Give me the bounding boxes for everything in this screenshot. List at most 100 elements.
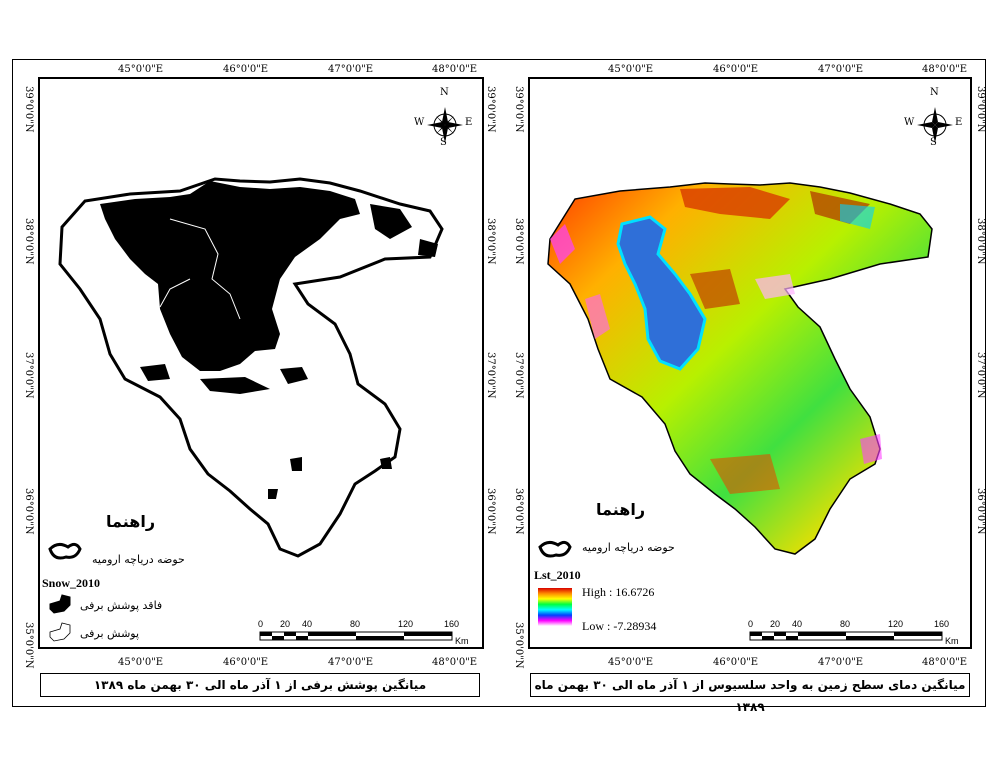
lon-label: 45°0'0"E [608, 657, 654, 668]
scale-tick: 20 [770, 619, 781, 629]
river-line [169, 218, 241, 320]
lst-cold-patch [585, 294, 610, 339]
lat-label: 38°0'0"N [975, 218, 986, 265]
lon-label: 46°0'0"E [713, 657, 759, 668]
river-line [159, 278, 191, 308]
lat-label: 37°0'0"N [975, 352, 986, 399]
lst-basin-area [547, 182, 933, 555]
lat-label: 36°0'0"N [513, 488, 524, 535]
snow-patch [418, 239, 438, 257]
scale-unit: Km [455, 636, 469, 646]
scale-tick: 0 [748, 619, 754, 629]
lst-cold-patch [550, 224, 575, 264]
lon-label: 47°0'0"E [818, 657, 864, 668]
lat-label: 39°0'0"N [23, 86, 34, 133]
lon-label: 46°0'0"E [223, 64, 269, 75]
snow-patch [280, 367, 308, 384]
basin-legend-symbol [538, 540, 572, 558]
scale-tick: 40 [792, 619, 803, 629]
basin-legend-label: حوضه درياچه اروميه [582, 541, 675, 554]
lon-label: 48°0'0"E [432, 657, 478, 668]
snow-cover-area [100, 181, 360, 371]
scale-tick: 40 [302, 619, 313, 629]
scale-tick: 120 [888, 619, 904, 629]
left-map-svg [48, 107, 463, 642]
figure-frame [12, 59, 986, 707]
lon-label: 47°0'0"E [328, 64, 374, 75]
scale-unit: Km [945, 636, 959, 646]
scale-tick: 160 [934, 619, 950, 629]
lat-label: 39°0'0"N [513, 86, 524, 133]
lat-label: 39°0'0"N [975, 86, 986, 133]
snow-patch [200, 377, 270, 394]
scale-tick: 80 [350, 619, 361, 629]
lst-low-label: Low : -7.28934 [582, 619, 657, 633]
lon-label: 46°0'0"E [713, 64, 759, 75]
lat-label: 35°0'0"N [23, 622, 34, 669]
lat-label: 38°0'0"N [23, 218, 34, 265]
south-label: S [930, 137, 937, 148]
lat-label: 36°0'0"N [485, 488, 496, 535]
lat-label: 37°0'0"N [23, 352, 34, 399]
no-snow-label: فاقد پوشش برفى [80, 599, 163, 612]
lon-label: 47°0'0"E [328, 657, 374, 668]
right-caption: ميانگين دماى سطح زمين به واحد سلسيوس از … [530, 673, 970, 714]
lat-label: 36°0'0"N [975, 488, 986, 535]
left-map-frame: راهنما حوضه درياچه اروميه Snow_2010 فاقد… [38, 77, 484, 649]
lake-urmia [616, 215, 707, 371]
east-label: E [955, 117, 963, 128]
scale-tick: 80 [840, 619, 851, 629]
lst-cold-patch [860, 434, 882, 464]
north-arrow [427, 107, 463, 143]
north-label: N [440, 87, 449, 98]
snow-patch [268, 489, 278, 499]
north-arrow [917, 107, 953, 143]
lst-hot-patch [690, 269, 740, 309]
lat-label: 36°0'0"N [23, 488, 34, 535]
snow-patch [290, 457, 302, 471]
snow-patch [380, 457, 392, 469]
north-label: N [930, 87, 939, 98]
lon-label: 48°0'0"E [432, 64, 478, 75]
legend-title: راهنما [106, 512, 156, 531]
lst-cold-patch [840, 204, 875, 229]
snow-legend-symbol [49, 622, 71, 642]
lat-label: 35°0'0"N [513, 622, 524, 669]
scale-tick: 120 [398, 619, 414, 629]
basin-legend-label: حوضه درياچه اروميه [92, 553, 185, 566]
lat-label: 39°0'0"N [485, 86, 496, 133]
lat-label: 37°0'0"N [513, 352, 524, 399]
layer-name: Snow_2010 [42, 576, 101, 590]
no-snow-legend-symbol [49, 594, 71, 614]
lst-hot-patch [680, 187, 790, 219]
south-label: S [440, 137, 447, 148]
scale-tick: 20 [280, 619, 291, 629]
snow-label: پوشش برفى [80, 627, 140, 640]
scale-tick: 0 [258, 619, 264, 629]
snow-patch [140, 364, 170, 381]
right-map-frame: راهنما حوضه درياچه اروميه Lst_2010 High … [528, 77, 972, 649]
left-caption: ميانگين پوشش برفى از ۱ آذر ماه الى ۳۰ به… [40, 673, 480, 697]
lat-label: 37°0'0"N [485, 352, 496, 399]
legend-title: راهنما [596, 500, 646, 519]
lst-color-ramp [538, 588, 572, 626]
scale-bar [259, 631, 453, 641]
right-map-svg [538, 107, 953, 641]
lst-cold-patch [755, 274, 795, 299]
lon-label: 45°0'0"E [118, 657, 164, 668]
east-label: E [465, 117, 473, 128]
layer-name: Lst_2010 [534, 568, 581, 582]
scale-tick: 160 [444, 619, 460, 629]
west-label: W [904, 117, 915, 128]
lon-label: 45°0'0"E [608, 64, 654, 75]
basin-legend-symbol [48, 542, 82, 560]
west-label: W [414, 117, 425, 128]
lst-hot-patch [710, 454, 780, 494]
lst-high-label: High : 16.6726 [582, 585, 655, 599]
lat-label: 38°0'0"N [485, 218, 496, 265]
scale-bar [749, 631, 943, 641]
snow-patch [370, 204, 412, 239]
lon-label: 46°0'0"E [223, 657, 269, 668]
lat-label: 38°0'0"N [513, 218, 524, 265]
lon-label: 47°0'0"E [818, 64, 864, 75]
